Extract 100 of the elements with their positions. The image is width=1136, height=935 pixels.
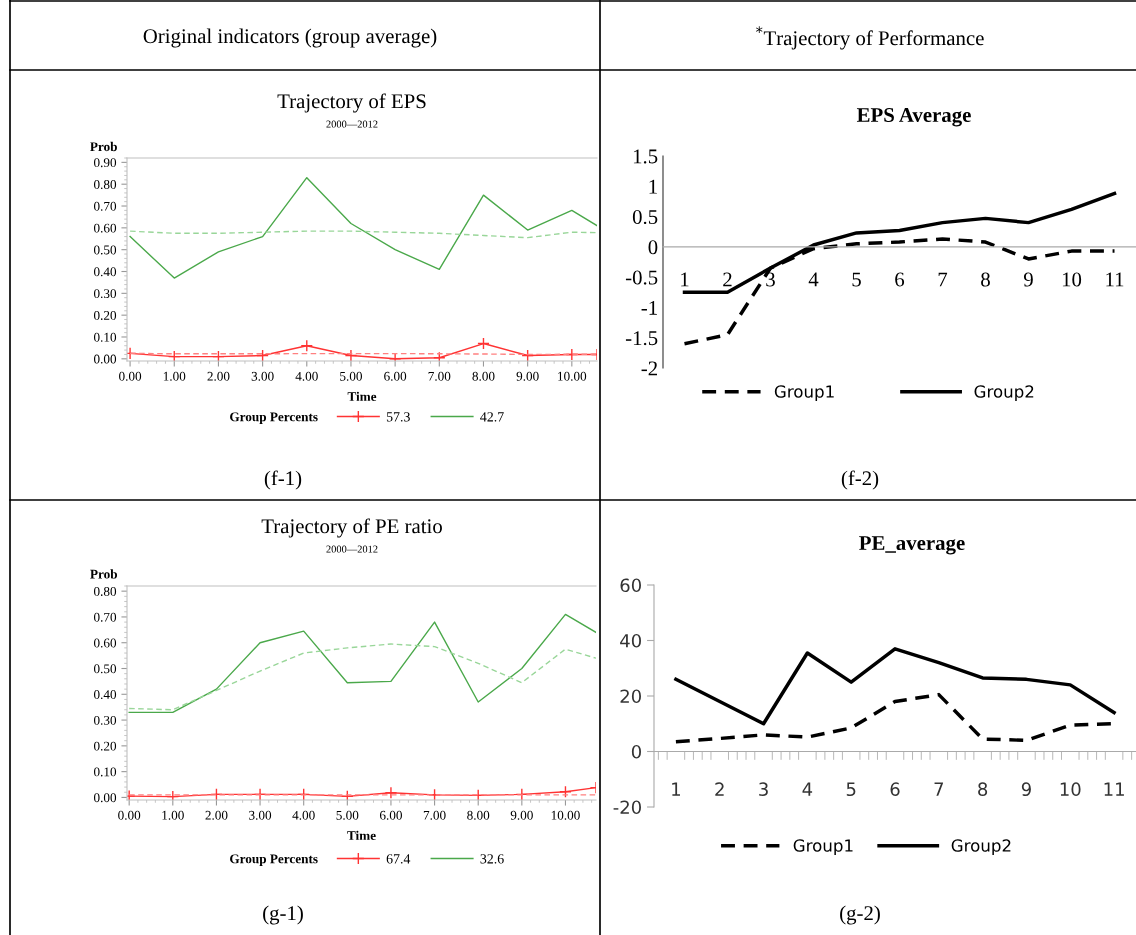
legend-label: 57.3 (386, 412, 410, 422)
chart-subtitle: 2000—2012 (326, 545, 378, 553)
x-tick-label: 5.00 (340, 371, 362, 381)
y-axis-title: Prob (90, 569, 118, 579)
line-series (128, 613, 596, 714)
x-tick-label: 2.00 (207, 371, 230, 381)
x-tick-label: 7.00 (423, 810, 446, 820)
y-tick-label: 60 (620, 578, 641, 593)
y-tick-label: 1 (649, 179, 657, 194)
x-tick-label: 5.00 (336, 810, 359, 820)
x-axis-title: Time (347, 830, 376, 840)
x-tick-label: 10.00 (558, 371, 587, 381)
y-tick-label: 0.30 (94, 289, 117, 299)
y-tick-label: 0.90 (94, 158, 117, 168)
x-tick-label: 2 (715, 782, 724, 796)
x-tick-label: 8.00 (467, 810, 490, 820)
x-tick-label: 0.00 (118, 810, 141, 820)
y-tick-label: 0.10 (94, 332, 117, 342)
text: $^{*}$Trajectory of Performance (756, 26, 984, 50)
x-tick-label: 4.00 (292, 810, 315, 820)
x-axis-title: Time (347, 391, 377, 401)
x-tick-label: 3.00 (249, 810, 272, 820)
y-tick-label: 0.60 (94, 638, 117, 648)
x-tick-label: 1.00 (163, 371, 186, 381)
x-tick-label: 6 (895, 272, 905, 287)
x-tick-label: 6.00 (379, 810, 402, 820)
x-tick-label: 9 (1021, 782, 1031, 797)
x-tick-label: 1.00 (162, 810, 184, 820)
x-tick-label: 4 (808, 272, 819, 287)
y-tick-label: 40 (620, 633, 641, 648)
text: Original indicators (group average) (143, 28, 437, 48)
x-tick-label: 10 (1060, 782, 1081, 797)
x-tick-label: 4 (802, 782, 813, 796)
x-tick-label: 10.00 (551, 810, 580, 820)
x-tick-label: 1 (681, 272, 689, 287)
y-axis-title: Prob (90, 141, 117, 152)
y-tick-label: 20 (620, 689, 641, 704)
x-tick-label: 5 (852, 272, 861, 287)
x-tick-label: 7.00 (428, 371, 451, 381)
x-tick-label: 2 (723, 272, 732, 287)
line-series (674, 647, 1116, 726)
text: (g-2) (840, 905, 880, 925)
y-tick-label: 0.5 (632, 209, 658, 225)
y-tick-label: 0 (631, 744, 641, 759)
x-tick-label: 9.00 (510, 810, 533, 820)
chart-subtitle: 2000—2012 (326, 120, 378, 128)
legend-label: Group1 (774, 385, 834, 402)
y-tick-label: 1.5 (633, 149, 658, 164)
text: (g-1) (263, 905, 303, 925)
x-tick-label: 8 (978, 782, 988, 797)
x-tick-label: 9.00 (516, 371, 539, 381)
y-tick-label: -0.5 (625, 270, 658, 285)
x-tick-label: 6.00 (384, 371, 407, 381)
legend-title: Group Percents (230, 412, 318, 424)
legend-title: Group Percents (230, 854, 318, 866)
x-tick-label: 7 (934, 782, 944, 796)
x-tick-label: 2.00 (205, 810, 228, 820)
x-tick-label: 7 (938, 272, 948, 287)
y-tick-label: 0.00 (94, 354, 117, 364)
chart-title: Trajectory of PE ratio (261, 518, 442, 538)
y-tick-label: 0.40 (94, 267, 117, 277)
x-tick-label: 8 (981, 272, 990, 287)
y-tick-label: 0.20 (94, 310, 117, 320)
line-series (129, 230, 597, 239)
x-tick-label: 10 (1062, 272, 1082, 287)
legend-label: Group2 (951, 839, 1011, 856)
y-tick-label: 0.70 (94, 201, 117, 211)
y-tick-label: -20 (613, 800, 641, 815)
legend-label: 67.4 (386, 854, 411, 864)
legend-label: 32.6 (480, 854, 504, 864)
chart-title: EPS Average (856, 108, 971, 127)
y-tick-label: 0.80 (94, 586, 117, 596)
line-series (129, 176, 597, 279)
legend-label: Group1 (793, 839, 853, 856)
chart-title: Trajectory of EPS (277, 93, 426, 113)
x-tick-label: 3.00 (251, 371, 274, 381)
x-tick-label: 0.00 (119, 371, 142, 381)
x-tick-label: 5 (846, 782, 856, 797)
chart-title: PE_average (859, 536, 965, 555)
x-tick-label: 9 (1023, 272, 1033, 287)
y-tick-label: 0.20 (94, 741, 117, 751)
y-tick-label: -1 (641, 300, 657, 315)
y-tick-label: 0.40 (94, 690, 117, 700)
x-tick-label: 3 (759, 782, 768, 797)
x-tick-label: 8.00 (472, 371, 495, 381)
text: (f-1) (264, 470, 302, 490)
y-tick-label: -1.5 (625, 331, 658, 346)
x-tick-label: 11 (1104, 782, 1124, 796)
y-tick-label: 0.60 (94, 223, 117, 233)
y-tick-label: 0.10 (94, 767, 117, 777)
x-tick-label: 11 (1106, 272, 1124, 287)
y-tick-label: 0 (648, 240, 658, 255)
y-tick-label: 0.50 (94, 664, 117, 674)
y-tick-label: 0.70 (94, 612, 117, 622)
legend-label: 42.7 (480, 412, 504, 422)
legend-label: Group2 (974, 385, 1034, 402)
y-tick-label: 0.50 (94, 245, 117, 255)
y-tick-label: -2 (641, 361, 657, 376)
text: (f-2) (841, 470, 879, 490)
y-tick-label: 0.30 (94, 715, 117, 725)
